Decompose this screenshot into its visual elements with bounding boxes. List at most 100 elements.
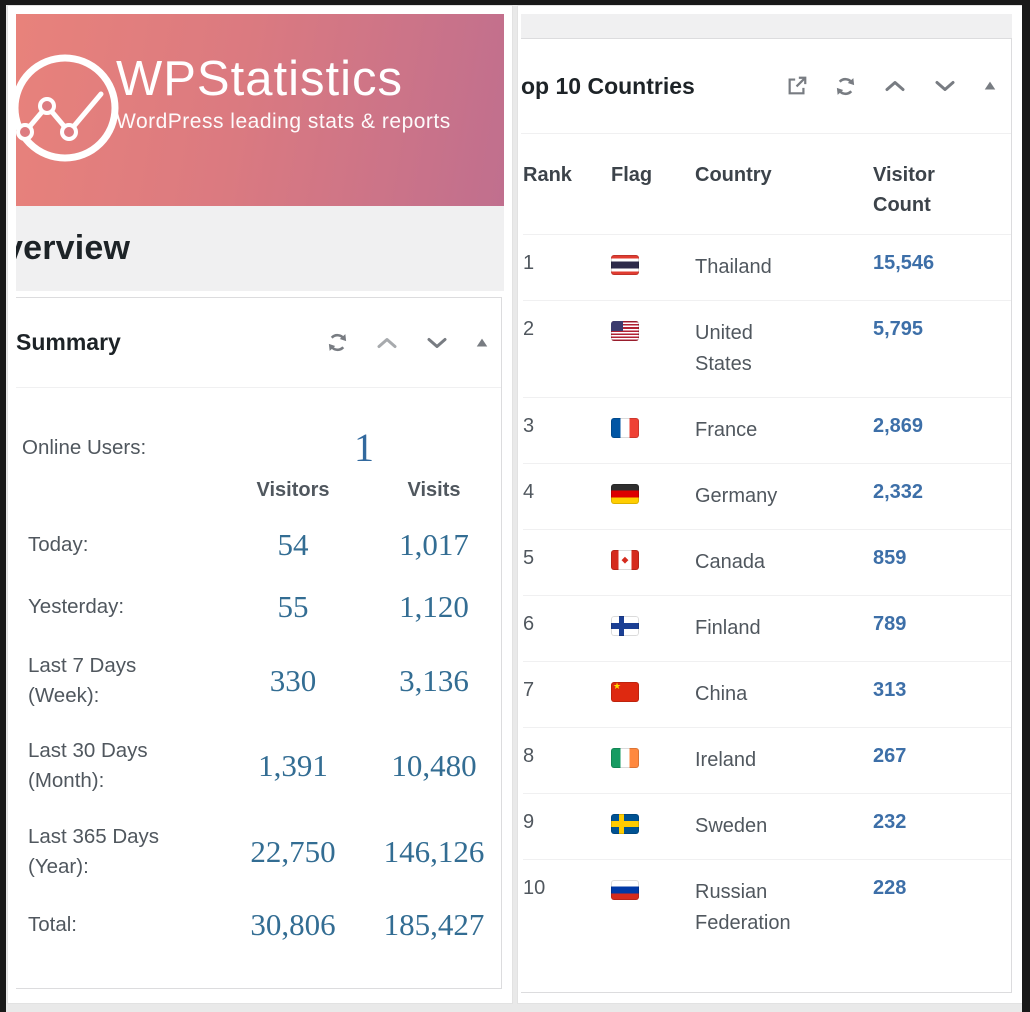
country-name: Thailand — [695, 256, 772, 278]
rank-value: 7 — [523, 679, 535, 701]
summary-row-label: Yesterday: — [28, 595, 125, 619]
visitor-count-link[interactable]: 2,869 — [873, 415, 924, 437]
visitor-count-link[interactable]: 228 — [873, 877, 907, 899]
top-countries-table-header: Rank Flag Country Visitor Count — [523, 160, 1011, 234]
visitor-count-link[interactable]: 2,332 — [873, 481, 924, 503]
summary-body: Online Users: 1 Visitors Visits Today: 5… — [16, 388, 501, 956]
visitor-count-link[interactable]: 15,546 — [873, 252, 935, 274]
country-name: United States — [695, 322, 753, 375]
sweden-flag-icon — [611, 814, 639, 834]
summary-widget: Summary — [16, 297, 502, 989]
russia-flag-icon — [611, 880, 639, 900]
screenshot-top-edge — [0, 0, 1030, 5]
table-row: 5 Canada 859 — [523, 529, 1011, 595]
banner-text: WPStatistics WordPress leading stats & r… — [116, 52, 451, 134]
top-countries-widget: op 10 Countries — [521, 38, 1012, 993]
screenshot-right-edge — [1022, 0, 1030, 1012]
country-name: China — [695, 683, 748, 705]
visits-value: 1,120 — [399, 589, 469, 624]
refresh-icon[interactable] — [834, 75, 857, 98]
rank-value: 4 — [523, 481, 535, 503]
rank-value: 5 — [523, 547, 535, 569]
table-row: 1 Thailand 15,546 — [523, 234, 1011, 300]
country-name: France — [695, 419, 758, 441]
table-row: 9 Sweden 232 — [523, 793, 1011, 859]
visitors-value: 54 — [277, 527, 309, 562]
table-row: 2 United States 5,795 — [523, 300, 1011, 397]
top-countries-panel: op 10 Countries — [518, 6, 1022, 1003]
summary-row-today: Today: 54 1,017 — [16, 514, 501, 576]
finland-flag-icon — [611, 616, 639, 636]
visitor-count-link[interactable]: 789 — [873, 613, 907, 635]
visits-value: 10,480 — [391, 748, 477, 784]
germany-flag-icon — [611, 484, 639, 504]
rank-value: 1 — [523, 252, 535, 274]
wp-statistics-banner: WPStatistics WordPress leading stats & r… — [16, 14, 504, 206]
visitors-value: 330 — [269, 662, 317, 698]
flag-column-header: Flag — [611, 164, 653, 186]
collapse-triangle-icon[interactable] — [475, 336, 489, 350]
summary-row-total: Total: 30,806 185,427 — [16, 894, 501, 956]
top-countries-header: op 10 Countries — [521, 39, 1011, 134]
rank-value: 2 — [523, 318, 535, 340]
external-link-icon[interactable] — [786, 75, 808, 97]
rank-column-header: Rank — [523, 164, 572, 186]
france-flag-icon — [611, 418, 639, 438]
collapse-triangle-icon[interactable] — [983, 79, 997, 93]
visits-value: 3,136 — [399, 662, 469, 698]
table-row: 7 China 313 — [523, 661, 1011, 727]
visitors-column-header: Visitors — [256, 479, 330, 501]
visits-value: 185,427 — [383, 907, 485, 943]
summary-row-year: Last 365 Days (Year): 22,750 146,126 — [16, 809, 501, 894]
chevron-down-icon[interactable] — [933, 74, 957, 98]
rank-value: 8 — [523, 745, 535, 767]
top-countries-panel-inner: op 10 Countries — [521, 14, 1012, 993]
rank-value: 6 — [523, 613, 535, 635]
admin-background-strip — [521, 14, 1012, 38]
chevron-up-icon[interactable] — [883, 74, 907, 98]
visitor-count-link[interactable]: 232 — [873, 811, 907, 833]
country-name: Russian Federation — [695, 881, 791, 934]
summary-row-yesterday: Yesterday: 55 1,120 — [16, 576, 501, 638]
page-title-band: verview — [16, 206, 504, 291]
summary-row-week: Last 7 Days (Week): 330 3,136 — [16, 638, 501, 723]
summary-row-label: Today: — [28, 533, 89, 557]
visitor-count-link[interactable]: 5,795 — [873, 318, 924, 340]
summary-row-label: Last 365 Days (Year): — [28, 824, 160, 878]
summary-row-month: Last 30 Days (Month): 1,391 10,480 — [16, 723, 501, 808]
banner-tagline: WordPress leading stats & reports — [116, 110, 451, 134]
chevron-up-icon[interactable] — [375, 331, 399, 355]
top-countries-title: op 10 Countries — [521, 72, 695, 99]
summary-row-label: Total: — [28, 913, 77, 937]
china-flag-icon — [611, 682, 639, 702]
rank-value: 10 — [523, 877, 546, 899]
chevron-down-icon[interactable] — [425, 331, 449, 355]
visitors-value: 30,806 — [250, 907, 336, 943]
refresh-icon[interactable] — [326, 331, 349, 354]
online-users-row: Online Users: 1 — [16, 424, 501, 471]
visitor-count-link[interactable]: 313 — [873, 679, 907, 701]
top-countries-table: Rank Flag Country Visitor Count 1 Thaila… — [521, 134, 1011, 956]
wp-statistics-logo-icon — [16, 54, 119, 162]
ireland-flag-icon — [611, 748, 639, 768]
united-states-flag-icon — [611, 321, 639, 341]
page-title: verview — [16, 229, 131, 267]
overview-content-area: Summary — [16, 297, 504, 995]
overview-panel-inner: WPStatistics WordPress leading stats & r… — [16, 14, 504, 995]
summary-row-label: Last 7 Days (Week): — [28, 654, 137, 707]
country-column-header: Country — [695, 164, 772, 186]
visitor-count-link[interactable]: 267 — [873, 745, 907, 767]
top-countries-actions — [786, 74, 997, 98]
country-name: Canada — [695, 551, 766, 573]
visits-value: 1,017 — [399, 527, 469, 562]
thailand-flag-icon — [611, 255, 639, 275]
online-users-label: Online Users: — [22, 435, 147, 459]
summary-column-headers: Visitors Visits — [16, 479, 501, 502]
visitor-count-link[interactable]: 859 — [873, 547, 907, 569]
banner-title: WPStatistics — [116, 52, 403, 106]
country-name: Finland — [695, 617, 761, 639]
visitors-value: 55 — [277, 589, 309, 624]
rank-value: 9 — [523, 811, 535, 833]
visits-value: 146,126 — [383, 833, 485, 869]
